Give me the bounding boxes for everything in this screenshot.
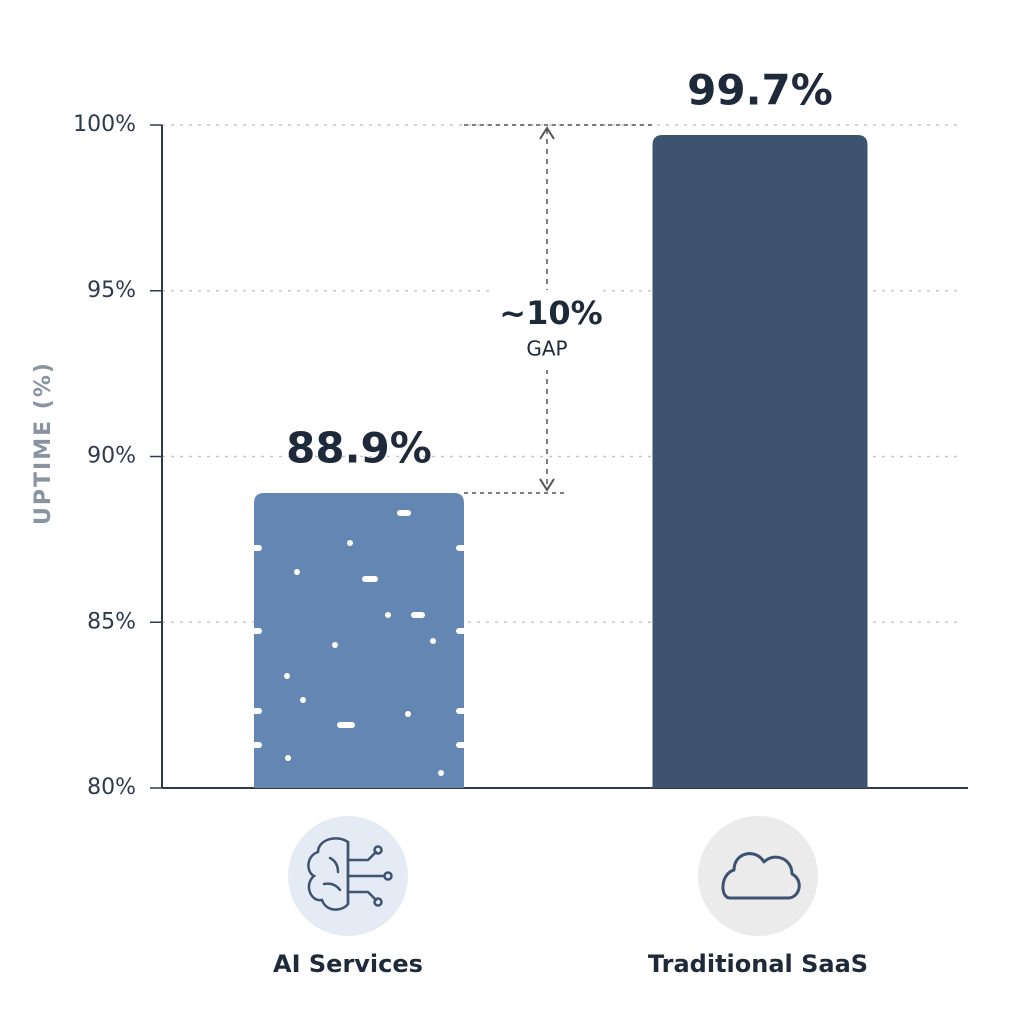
y-tick-label: 80%	[87, 775, 136, 800]
value-label: 88.9%	[286, 423, 432, 472]
annotation-bg	[495, 290, 599, 370]
bar-texture	[405, 711, 411, 717]
y-tick-label: 85%	[87, 609, 136, 634]
bar-notch	[252, 708, 262, 714]
bar-notch	[252, 545, 262, 551]
bar-texture	[300, 697, 306, 703]
bar-texture	[337, 722, 355, 728]
x-tick-label: AI Services	[273, 950, 423, 978]
annotation-caption: GAP	[526, 337, 567, 361]
bar-texture	[362, 576, 378, 582]
bar-texture	[411, 612, 425, 618]
bar-texture	[385, 612, 391, 618]
bar-notch	[456, 708, 466, 714]
bar	[652, 134, 868, 788]
bar-texture	[430, 638, 436, 644]
bar-texture	[284, 673, 290, 679]
bar-texture	[332, 642, 338, 648]
bar-notch	[252, 628, 262, 634]
bar-texture	[438, 770, 444, 776]
ai-icon	[288, 816, 408, 936]
bar-texture	[397, 510, 411, 516]
bar-texture	[294, 569, 300, 575]
y-tick-label: 95%	[87, 278, 136, 303]
bar-notch	[456, 628, 466, 634]
annotation-value: ~10%	[499, 294, 602, 332]
bar-texture	[285, 755, 291, 761]
y-tick-label: 100%	[73, 112, 136, 137]
bar-notch	[456, 742, 466, 748]
arrow-head	[539, 478, 555, 492]
cloud-icon	[698, 816, 818, 936]
bar-notch	[252, 742, 262, 748]
bar	[254, 492, 464, 788]
bar-notch	[456, 545, 466, 551]
y-axis-title: UPTIME (%)	[31, 361, 56, 525]
arrow-head	[539, 126, 555, 140]
bar-texture	[347, 540, 353, 546]
x-tick-label: Traditional SaaS	[648, 950, 868, 978]
y-tick-label: 90%	[87, 444, 136, 469]
value-label: 99.7%	[687, 65, 833, 114]
